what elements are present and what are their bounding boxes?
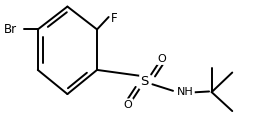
Text: F: F xyxy=(111,12,118,25)
Text: O: O xyxy=(157,54,166,64)
Text: Br: Br xyxy=(4,23,17,36)
Text: NH: NH xyxy=(177,87,194,97)
Text: O: O xyxy=(124,100,132,110)
Text: S: S xyxy=(140,75,149,88)
